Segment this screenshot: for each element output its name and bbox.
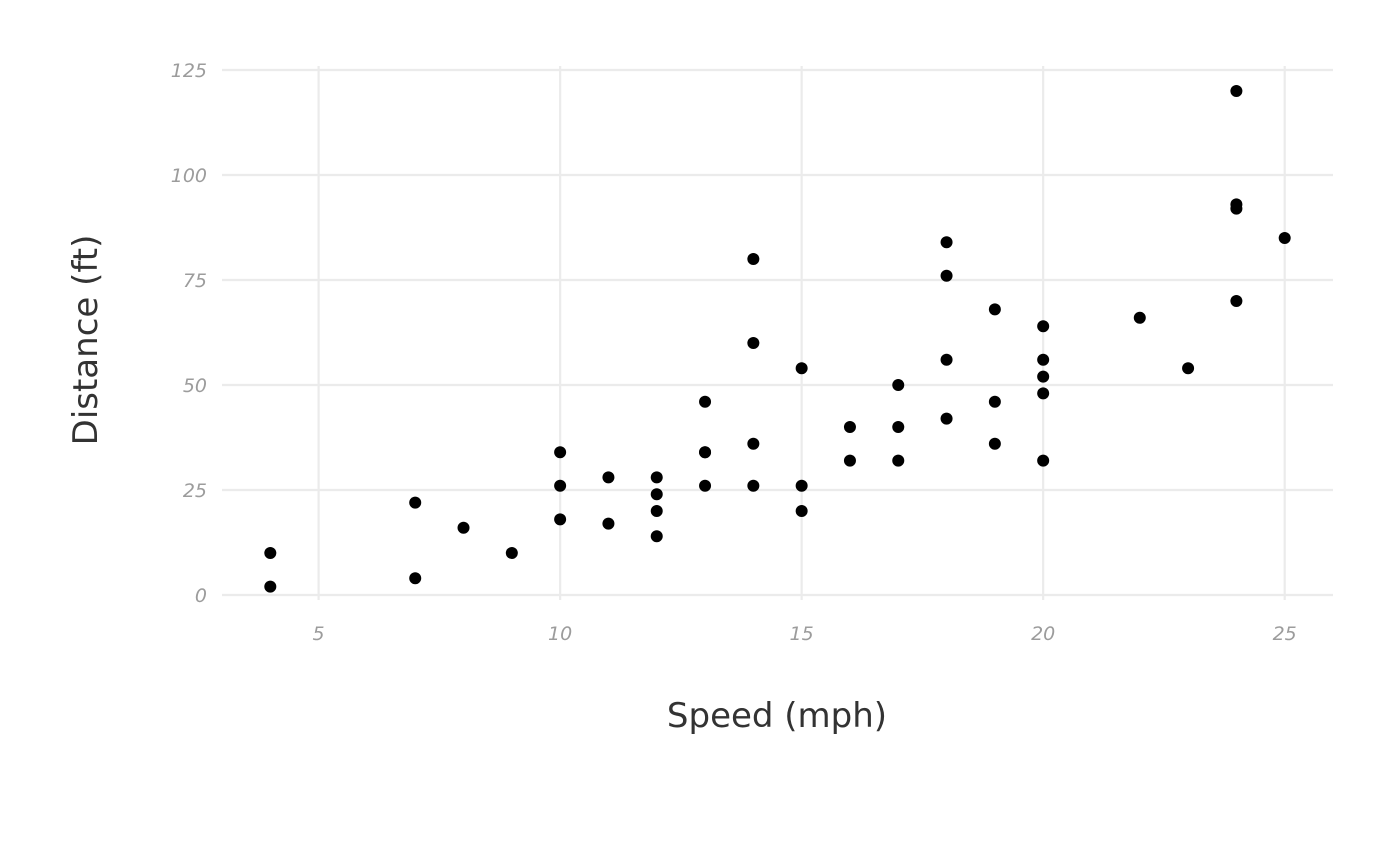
data-point xyxy=(264,580,277,593)
data-point xyxy=(940,353,953,366)
data-point xyxy=(409,572,422,585)
data-point xyxy=(1037,370,1050,383)
data-point xyxy=(747,437,760,450)
data-point xyxy=(602,471,615,484)
data-point xyxy=(1230,85,1243,97)
x-tick-label: 20 xyxy=(1031,623,1055,645)
data-point xyxy=(843,421,856,433)
data-point xyxy=(650,530,663,543)
data-point xyxy=(747,253,760,265)
data-point xyxy=(554,446,567,459)
y-tick-label: 25 xyxy=(183,480,207,502)
data-point xyxy=(795,362,808,375)
x-tick-label: 10 xyxy=(548,623,572,645)
data-point xyxy=(1278,232,1291,244)
data-point xyxy=(1133,311,1146,324)
data-point xyxy=(940,236,953,249)
x-tick-label: 15 xyxy=(790,623,814,645)
data-point xyxy=(650,505,663,517)
x-tick-label: 5 xyxy=(313,623,325,645)
data-point xyxy=(940,412,953,425)
data-point xyxy=(843,454,856,467)
data-point xyxy=(264,547,277,559)
data-point xyxy=(602,517,615,530)
data-point xyxy=(940,269,953,282)
data-point xyxy=(747,337,760,349)
data-point xyxy=(650,471,663,484)
data-point xyxy=(988,437,1001,450)
data-point xyxy=(409,496,422,509)
y-tick-label: 0 xyxy=(195,585,207,607)
data-point xyxy=(1037,387,1050,400)
x-axis-title: Speed (mph) xyxy=(667,696,887,736)
data-point xyxy=(699,395,712,408)
data-point xyxy=(650,488,663,501)
data-point xyxy=(505,547,518,559)
data-point xyxy=(892,454,905,467)
y-tick-label: 50 xyxy=(183,375,207,397)
data-point xyxy=(988,303,1001,316)
data-point xyxy=(554,479,567,492)
y-axis-title: Distance (ft) xyxy=(66,235,106,446)
data-point xyxy=(554,513,567,526)
data-point xyxy=(795,479,808,492)
grid-lines xyxy=(222,66,1333,600)
data-point xyxy=(795,505,808,517)
data-point xyxy=(1230,295,1243,307)
data-point xyxy=(1182,362,1195,375)
tick-labels: 0 25 50 75 100 125 5 10 15 20 25 xyxy=(171,60,1297,645)
x-tick-label: 25 xyxy=(1273,623,1297,645)
data-point xyxy=(747,479,760,492)
y-tick-label: 75 xyxy=(183,270,207,292)
data-point xyxy=(699,479,712,492)
data-point xyxy=(892,421,905,433)
data-point xyxy=(699,446,712,459)
data-point xyxy=(1037,353,1050,366)
data-point xyxy=(1037,454,1050,467)
y-tick-label: 125 xyxy=(171,60,207,82)
y-tick-label: 100 xyxy=(171,165,207,187)
data-point xyxy=(892,379,905,391)
data-points xyxy=(264,85,1291,593)
data-point xyxy=(457,521,470,534)
data-point xyxy=(988,395,1001,408)
data-point xyxy=(1037,320,1050,333)
data-point xyxy=(1230,198,1243,211)
